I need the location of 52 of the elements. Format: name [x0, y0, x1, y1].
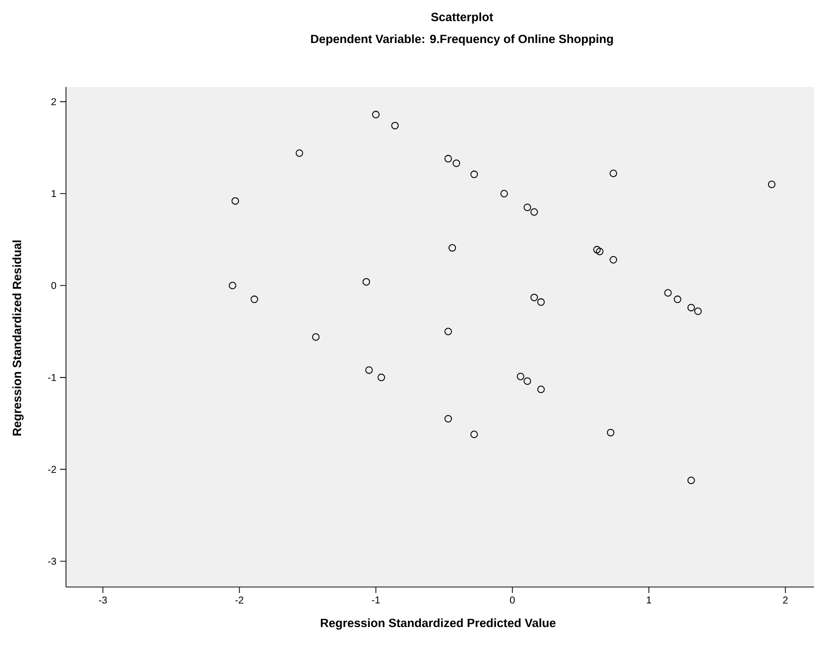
- point: [687, 476, 695, 484]
- chart-title: Scatterplot: [431, 12, 494, 24]
- point: [500, 190, 508, 198]
- point: [444, 328, 452, 336]
- point: [596, 248, 604, 256]
- y-tick-label: -3: [48, 558, 56, 565]
- x-tick-label: -3: [98, 596, 107, 604]
- point: [530, 294, 538, 302]
- point: [444, 415, 452, 423]
- point: [674, 296, 682, 304]
- point: [610, 256, 618, 264]
- point: [296, 149, 304, 157]
- x-tick-label: 1: [646, 596, 652, 604]
- y-axis-title: Regression Standardized Residual: [12, 240, 24, 436]
- point: [378, 374, 386, 382]
- point: [362, 278, 370, 286]
- point: [516, 372, 524, 380]
- point: [372, 110, 380, 118]
- point: [228, 282, 236, 290]
- x-tick-label: 2: [783, 596, 788, 604]
- point: [664, 289, 672, 297]
- point: [524, 377, 532, 385]
- point: [537, 298, 545, 306]
- point: [444, 154, 452, 162]
- y-tick-label: 0: [51, 282, 56, 290]
- point: [524, 204, 532, 212]
- point: [687, 304, 695, 312]
- point: [448, 244, 456, 252]
- point: [391, 122, 399, 130]
- point: [606, 428, 614, 436]
- point: [232, 197, 240, 205]
- point: [470, 170, 478, 178]
- x-axis-title: Regression Standardized Predicted Value: [320, 618, 556, 630]
- point: [593, 246, 601, 254]
- point: [694, 308, 702, 315]
- y-tick-label: -2: [48, 466, 56, 473]
- point: [530, 208, 538, 216]
- point: [452, 160, 460, 168]
- point: [470, 430, 478, 438]
- point: [768, 180, 776, 188]
- y-tick-label: 2: [51, 98, 56, 106]
- point: [610, 170, 618, 178]
- x-tick-label: 0: [510, 596, 515, 604]
- y-tick-label: -1: [48, 374, 56, 381]
- point: [250, 296, 258, 304]
- x-tick-label: -2: [235, 596, 244, 604]
- chart-subtitle: Dependent Variable: 9.Frequency of Online Shopping: [311, 34, 613, 46]
- x-tick-label: -1: [372, 596, 380, 604]
- point: [537, 386, 545, 394]
- point: [312, 333, 320, 341]
- y-tick-label: 1: [52, 190, 56, 198]
- point: [365, 366, 373, 374]
